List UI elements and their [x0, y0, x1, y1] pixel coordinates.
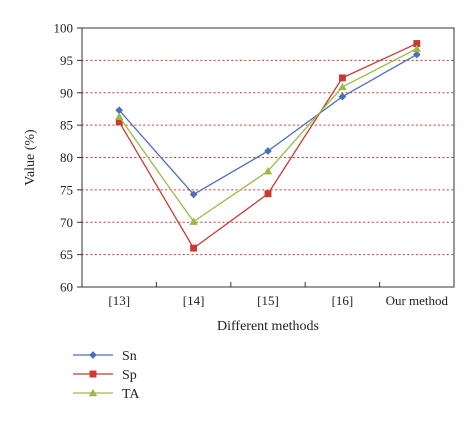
data-point-sp: [190, 244, 198, 252]
data-point-sn: [264, 147, 272, 155]
legend-marker-sn: [89, 351, 97, 359]
legend-label-sn: Sn: [122, 349, 137, 364]
y-tick-label: 85: [60, 118, 73, 133]
legend-item-sn: Sn: [73, 349, 137, 364]
series: [114, 40, 422, 252]
legend: Sn Sp TA: [73, 349, 140, 402]
legend-item-sp: Sp: [73, 368, 137, 383]
x-tick-label: [16]: [332, 293, 354, 308]
legend-label-ta: TA: [122, 387, 140, 402]
x-tick-label: [13]: [108, 293, 130, 308]
y-tick-label: 75: [60, 182, 73, 197]
legend-marker-sp: [89, 370, 97, 378]
data-point-ta: [114, 112, 124, 120]
data-point-sn: [412, 50, 421, 59]
x-tick-label: [14]: [183, 293, 205, 308]
x-tick-label: Our method: [386, 293, 449, 308]
legend-item-ta: TA: [73, 387, 140, 402]
y-tick-label: 65: [60, 247, 73, 262]
x-axis-ticks: [13] [14] [15] [16] Our method: [108, 282, 449, 308]
y-tick-label: 95: [60, 53, 73, 68]
data-point-ta: [338, 82, 347, 91]
data-point-ta: [412, 44, 422, 53]
legend-label-sp: Sp: [122, 368, 137, 383]
y-tick-label: 80: [60, 150, 73, 165]
y-tick-label: 70: [60, 215, 73, 230]
data-point-sp: [264, 190, 272, 198]
y-axis-title: Value (%): [23, 129, 38, 186]
gridlines: [81, 27, 455, 256]
y-tick-label: 90: [60, 85, 73, 100]
series-ta: [114, 44, 422, 225]
series-sn: [115, 50, 421, 199]
series-line-sp: [118, 42, 418, 249]
data-point-sn: [338, 92, 347, 101]
data-point-sn: [189, 190, 198, 199]
data-point-ta: [263, 166, 273, 175]
data-point-ta: [189, 217, 198, 225]
y-axis-ticks: 60 65 70 75 80 85 90 95 100: [54, 21, 82, 295]
y-tick-label: 60: [60, 280, 73, 295]
data-point-sp: [338, 74, 346, 82]
y-tick-label: 100: [54, 21, 74, 36]
legend-marker-ta: [88, 388, 98, 397]
series-sp: [115, 40, 421, 252]
x-tick-label: [15]: [257, 293, 279, 308]
x-axis-title: Different methods: [217, 319, 319, 334]
